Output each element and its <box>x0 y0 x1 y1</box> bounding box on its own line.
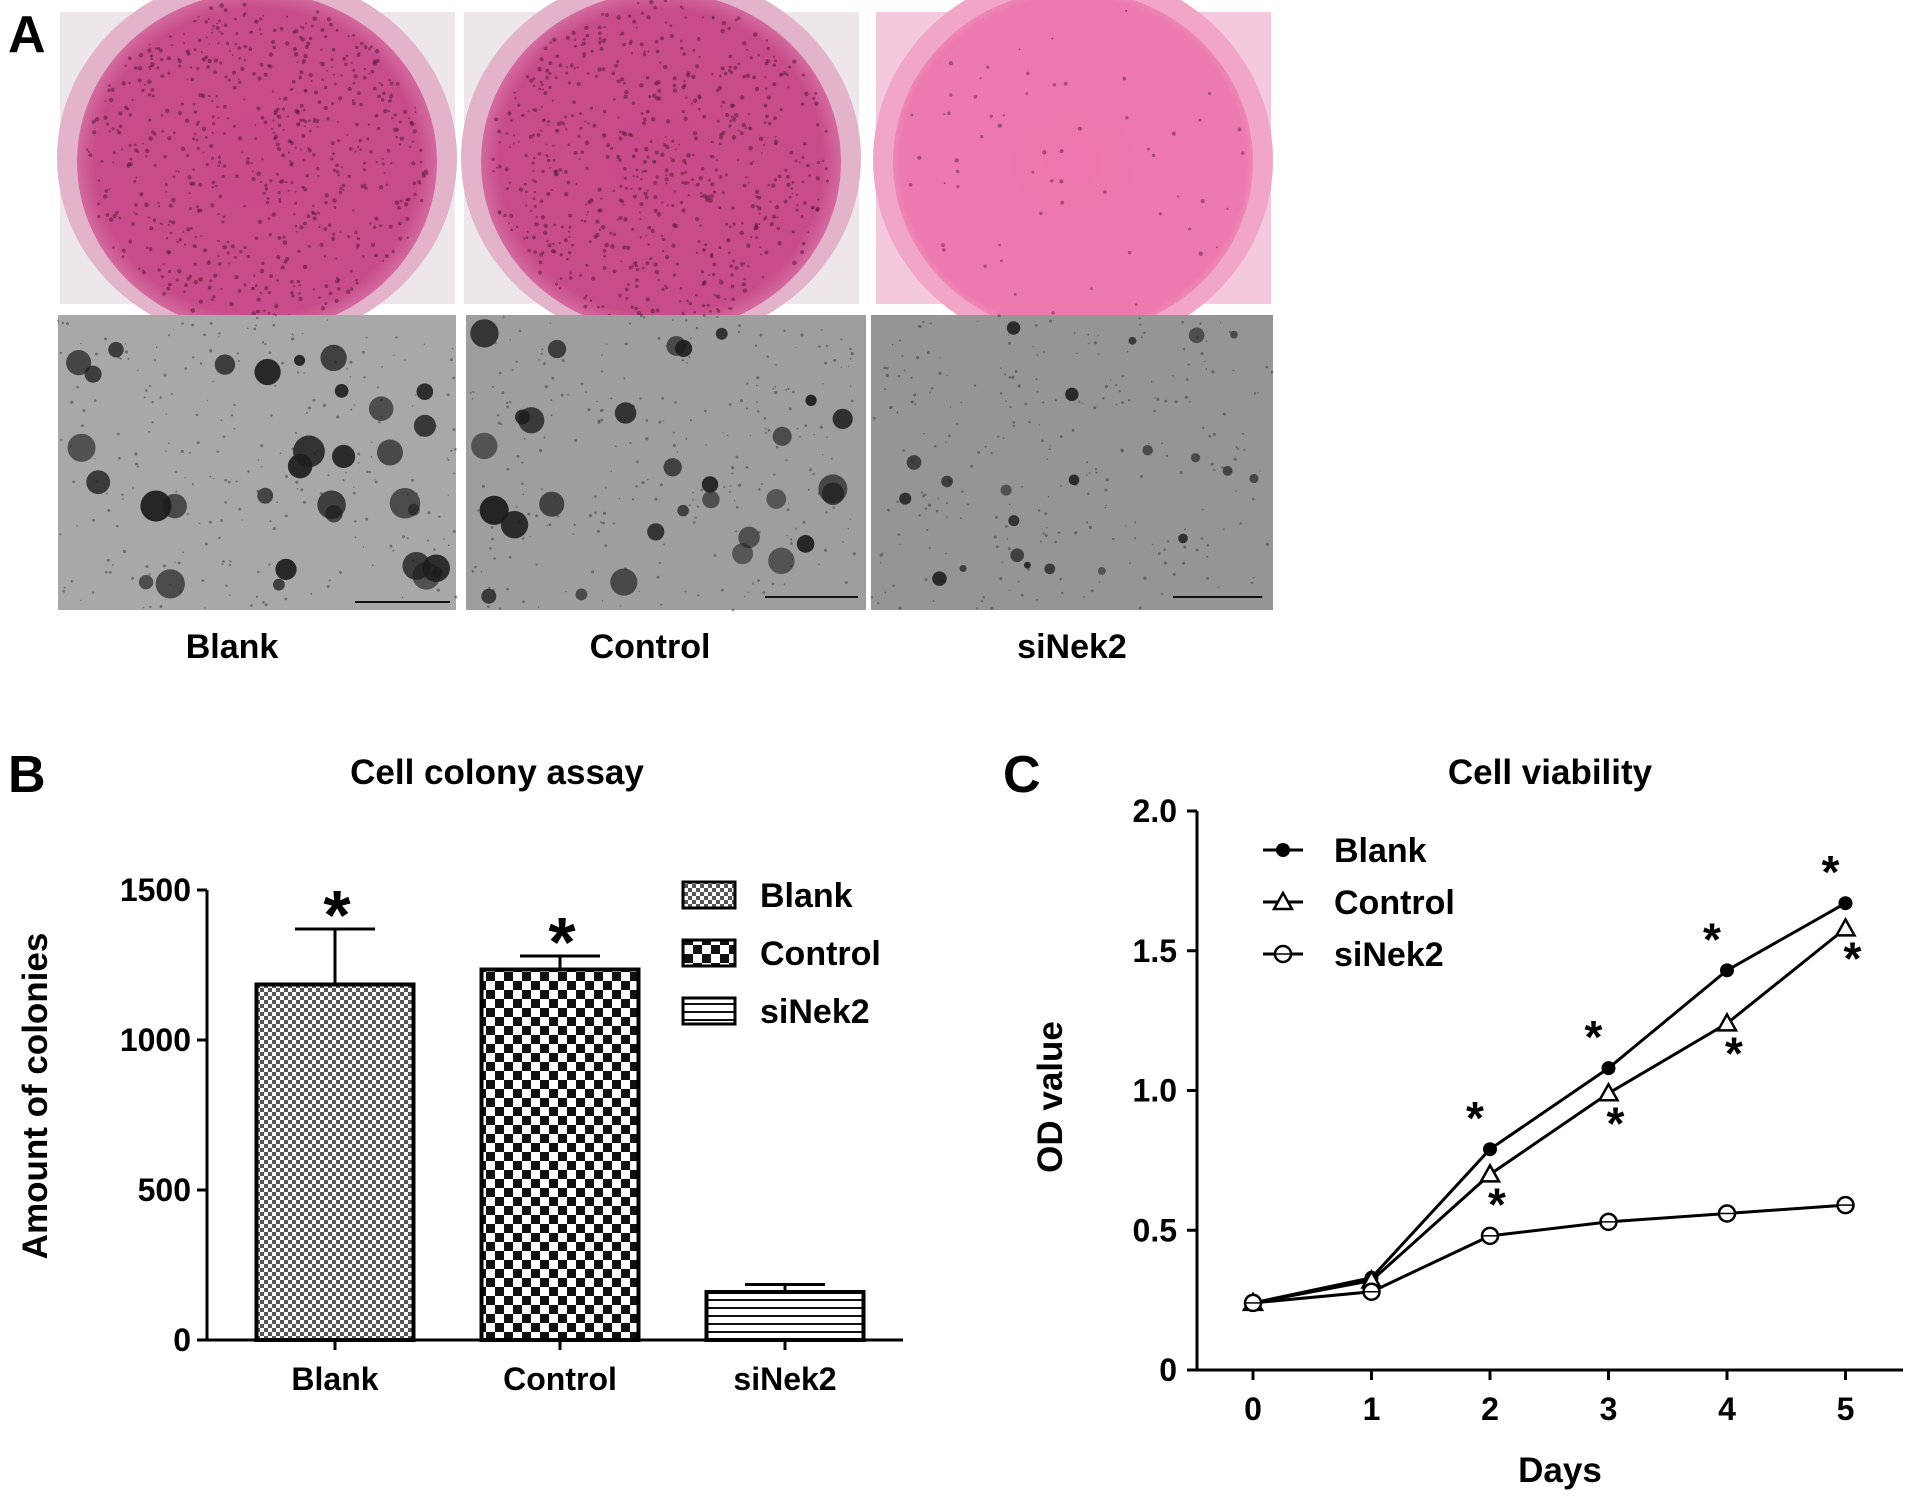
x-tick-label-viability: 4 <box>1718 1391 1736 1427</box>
y-tick-label-viability: 0 <box>1159 1352 1177 1388</box>
y-tick-label-colony: 0 <box>173 1322 191 1358</box>
micrograph-colonies <box>57 313 1274 612</box>
x-tick-label-colony: Control <box>503 1361 617 1397</box>
marker-open-circle <box>1717 1204 1737 1223</box>
significance-star: * <box>1607 1097 1625 1149</box>
dish-photo-sinek2 <box>873 0 1273 350</box>
marker-open-triangle <box>1715 1011 1739 1032</box>
x-tick-label-viability: 0 <box>1244 1391 1262 1427</box>
y-tick-label-viability: 2.0 <box>1133 793 1177 829</box>
line-series: ******** <box>1241 846 1862 1313</box>
legend-swatch-blank <box>681 880 737 910</box>
panel-letter-c: C <box>1003 746 1041 804</box>
legend-swatch-sinek2 <box>681 996 737 1026</box>
significance-star: * <box>1725 1027 1743 1079</box>
marker-open-circle <box>1273 944 1293 964</box>
y-tick-label-viability: 1.0 <box>1133 1073 1177 1109</box>
panel-letter-b: B <box>8 746 46 804</box>
x-tick-label-colony: Blank <box>291 1361 378 1397</box>
significance-star: * <box>1822 846 1840 898</box>
marker-open-triangle <box>1271 890 1295 911</box>
series-line-sinek2 <box>1252 1203 1846 1305</box>
series-line-control <box>1252 927 1847 1305</box>
y-tick-label-colony: 1500 <box>120 872 191 908</box>
significance-star: * <box>323 876 351 954</box>
x-axis-label-viability: Days <box>1518 1451 1602 1490</box>
y-axis-label-viability: OD value <box>1031 1021 1070 1173</box>
panel-letter-a: A <box>8 6 46 64</box>
significance-star: * <box>1844 932 1862 984</box>
marker-open-circle <box>1480 1226 1500 1246</box>
chart-title-viability: Cell viability <box>1448 753 1653 792</box>
axes-viability: 0 0.5 1.0 1.5 2.0 0 1 2 3 4 5 <box>1133 793 1903 1427</box>
y-axis-colony: 0 500 1000 1500 <box>120 872 903 1358</box>
dish-colony-dots <box>86 0 1245 324</box>
significance-star: * <box>1488 1178 1506 1230</box>
x-tick-label-colony: siNek2 <box>733 1361 836 1397</box>
marker-open-circle <box>1599 1212 1618 1232</box>
dish-photo-blank <box>57 0 457 343</box>
y-tick-label-viability: 0.5 <box>1133 1212 1177 1248</box>
bar-control <box>479 967 641 1342</box>
legend-viability: Blank Control siNek2 <box>1263 832 1455 974</box>
bar-blank <box>254 982 416 1342</box>
label-sinek2: siNek2 <box>1017 628 1127 666</box>
legend-label-blank: Blank <box>760 877 853 915</box>
marker-open-circle <box>1362 1282 1381 1301</box>
significance-star: * <box>1466 1092 1484 1144</box>
marker-filled-circle <box>1838 896 1853 911</box>
legend-label-sinek2: siNek2 <box>760 993 870 1031</box>
y-axis-label-colony: Amount of colonies <box>16 933 55 1260</box>
x-tick-label-viability: 3 <box>1600 1391 1618 1427</box>
marker-filled-circle <box>1483 1142 1497 1157</box>
y-tick-label-viability: 1.5 <box>1133 933 1177 969</box>
legend-label-blank: Blank <box>1334 832 1427 870</box>
dish-photo-control <box>461 0 861 343</box>
x-tick-label-viability: 5 <box>1837 1391 1855 1427</box>
series-line-blank <box>1252 901 1847 1305</box>
legend-label-control: Control <box>760 935 881 973</box>
chart-title-colony: Cell colony assay <box>350 753 644 792</box>
legend-colony: Blank Control siNek2 <box>681 877 881 1031</box>
marker-filled-circle <box>1720 963 1734 978</box>
significance-star: * <box>548 903 576 981</box>
x-tick-label-viability: 2 <box>1481 1391 1499 1427</box>
marker-open-triangle <box>1597 1081 1620 1102</box>
marker-open-triangle <box>1834 916 1857 937</box>
y-tick-label-colony: 1000 <box>120 1022 191 1058</box>
label-control: Control <box>590 628 711 666</box>
marker-filled-circle <box>1276 843 1290 857</box>
bars: Blank * Control * siNek2 <box>254 876 866 1397</box>
marker-open-circle <box>1836 1195 1855 1215</box>
significance-star: * <box>1585 1011 1603 1063</box>
marker-open-circle <box>1243 1293 1263 1313</box>
legend-label-sinek2: siNek2 <box>1334 936 1444 974</box>
x-tick-label-viability: 1 <box>1363 1391 1381 1427</box>
marker-open-triangle <box>1478 1162 1502 1183</box>
y-tick-label-colony: 500 <box>138 1172 191 1208</box>
legend-swatch-control <box>681 938 737 968</box>
label-blank: Blank <box>186 628 279 666</box>
significance-star: * <box>1703 913 1721 965</box>
marker-filled-circle <box>1601 1061 1616 1076</box>
legend-label-control: Control <box>1334 884 1455 922</box>
micrograph-sinek2 <box>871 315 1273 610</box>
bar-sinek2 <box>704 1290 866 1342</box>
